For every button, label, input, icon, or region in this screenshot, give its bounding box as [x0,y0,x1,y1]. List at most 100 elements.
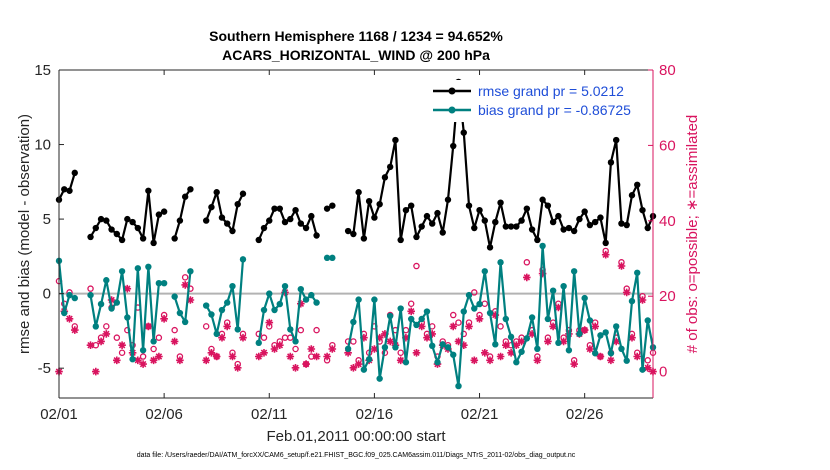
rmse-point [544,202,552,209]
rmse-point [218,214,226,221]
bias-point [234,326,241,333]
bias-point [476,300,483,308]
obs-assimilated-point [643,364,652,372]
obs-assimilated-point [312,352,321,361]
rmse-point [213,189,220,196]
obs-possible-point [118,349,126,357]
bias-point [386,312,394,320]
obs-assimilated-point [596,352,605,361]
bias-point [71,294,78,302]
rmse-point [471,224,478,232]
obs-assimilated-point [360,333,368,342]
rmse-point [497,199,504,206]
obs-possible-point [150,345,157,353]
rmse-point [481,217,488,224]
rmse-point [423,212,431,220]
bias-point [350,318,357,326]
rmse-point [266,217,273,224]
bias-point [308,291,315,299]
rmse-point [281,218,289,226]
bias-point [497,259,504,266]
rmse-point [171,235,178,242]
rmse-point [597,214,604,221]
obs-assimilated-point [517,337,526,346]
obs-assimilated-point [228,352,237,361]
bias-point [444,344,452,351]
rmse-point [187,186,194,193]
rmse-point [397,236,404,244]
bias-point [181,318,189,326]
rmse-point [229,227,236,235]
y-tick-label-right: 40 [659,213,676,230]
obs-assimilated-point [354,360,363,368]
obs-possible-point [87,285,94,292]
obs-assimilated-point [570,360,578,368]
bias-point [613,323,620,330]
rmse-point [586,221,594,229]
bias-point [518,348,525,355]
data-file-footer: data file: /Users/raeder/DAI/ATM_forcXX/… [137,452,576,459]
obs-assimilated-point [370,345,379,353]
bias-point [507,333,515,341]
rmse-point [129,218,136,226]
bias-point [202,302,210,309]
obs-assimilated-point [617,262,626,270]
obs-assimilated-point [407,307,415,316]
bias-point [534,345,541,352]
obs-assimilated-point [170,337,179,346]
rmse-point [239,190,247,197]
obs-assimilated-point [260,349,268,357]
rmse-point [613,136,620,144]
obs-possible-point [350,338,357,345]
bias-point [623,357,630,364]
bias-point [465,291,473,299]
obs-possible-point [413,262,420,270]
obs-assimilated-point [265,318,274,327]
obs-possible-point [292,345,299,353]
rmse-point [202,217,210,224]
rmse-point [276,205,283,212]
rmse-point [371,214,378,221]
rmse-point [439,229,446,236]
rmse-point [66,187,73,194]
bias-point [418,315,425,323]
rmse-point [260,224,268,232]
bias-point [171,293,178,300]
x-tick-label: 02/21 [461,406,499,423]
y-tick-label-right: 0 [659,364,667,381]
legend-bias-marker [448,106,456,114]
chart-title-line-1: Southern Hemisphere 1168 / 1234 = 94.652… [209,28,503,44]
rmse-point [644,224,651,232]
rmse-point [271,205,278,212]
obs-possible-point [181,274,189,281]
bias-point [229,282,236,290]
obs-assimilated-point [470,356,479,365]
bias-point [639,366,646,373]
bias-point [492,341,499,348]
obs-possible-point [103,323,110,330]
rmse-point [150,239,157,247]
bias-point [565,347,573,354]
bias-point [287,326,294,333]
rmse-point [176,217,184,224]
obs-assimilated-point [92,367,100,376]
rmse-point [434,209,441,217]
rmse-point [576,215,583,223]
obs-possible-point [497,323,504,330]
obs-assimilated-point [622,288,631,297]
bias-point [555,339,562,347]
rmse-point [465,202,473,209]
bias-point [549,287,557,294]
x-axis-label: Feb.01,2011 00:00:00 start [266,428,446,445]
bias-point [560,282,567,290]
bias-point [602,329,609,336]
obs-possible-point [113,334,121,341]
obs-assimilated-point [554,303,563,312]
obs-assimilated-point [417,322,426,331]
rmse-point [623,221,630,229]
obs-assimilated-point [176,356,184,365]
rmse-point [224,220,231,227]
rmse-point [255,236,262,244]
rmse-point [444,196,452,203]
rmse-point [365,198,373,205]
